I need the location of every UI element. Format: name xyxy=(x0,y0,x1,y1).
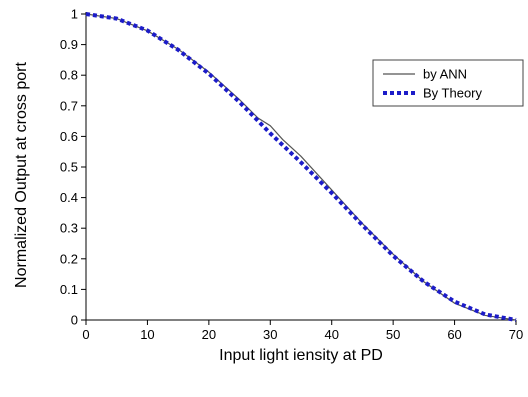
x-tick-label: 50 xyxy=(386,327,400,342)
legend: by ANN By Theory xyxy=(372,59,524,107)
x-tick-label: 10 xyxy=(140,327,154,342)
x-tick-label: 40 xyxy=(324,327,338,342)
y-ticks: 0 0.1 0.2 0.3 0.4 0.5 0.6 0.7 0.8 0.9 1 xyxy=(60,7,86,328)
y-tick-label: 0.6 xyxy=(60,129,78,144)
y-tick-label: 0.8 xyxy=(60,68,78,83)
x-tick-label: 30 xyxy=(263,327,277,342)
y-tick-label: 1 xyxy=(71,7,78,22)
y-tick-label: 0.4 xyxy=(60,190,78,205)
axes xyxy=(85,12,516,321)
legend-label-by-theory: By Theory xyxy=(423,86,483,101)
y-tick-label: 0.5 xyxy=(60,160,78,175)
x-tick-label: 0 xyxy=(82,327,89,342)
y-tick-label: 0.3 xyxy=(60,221,78,236)
x-axis-label: Input light iensity at PD xyxy=(219,347,383,364)
x-tick-label: 60 xyxy=(447,327,461,342)
x-tick-label: 20 xyxy=(202,327,216,342)
x-tick-label: 70 xyxy=(509,327,523,342)
y-tick-label: 0.1 xyxy=(60,282,78,297)
legend-label-by-ann: by ANN xyxy=(423,67,467,82)
series-layer xyxy=(85,12,517,322)
y-axis-label: Normalized Output at cross port xyxy=(13,62,30,288)
y-tick-label: 0.7 xyxy=(60,98,78,113)
series-line-by-theory xyxy=(85,12,517,322)
y-tick-label: 0 xyxy=(71,313,78,328)
y-tick-label: 0.2 xyxy=(60,251,78,266)
x-ticks: 0 10 20 30 40 50 60 70 xyxy=(82,320,523,342)
y-tick-label: 0.9 xyxy=(60,37,78,52)
legend-box xyxy=(372,59,524,107)
